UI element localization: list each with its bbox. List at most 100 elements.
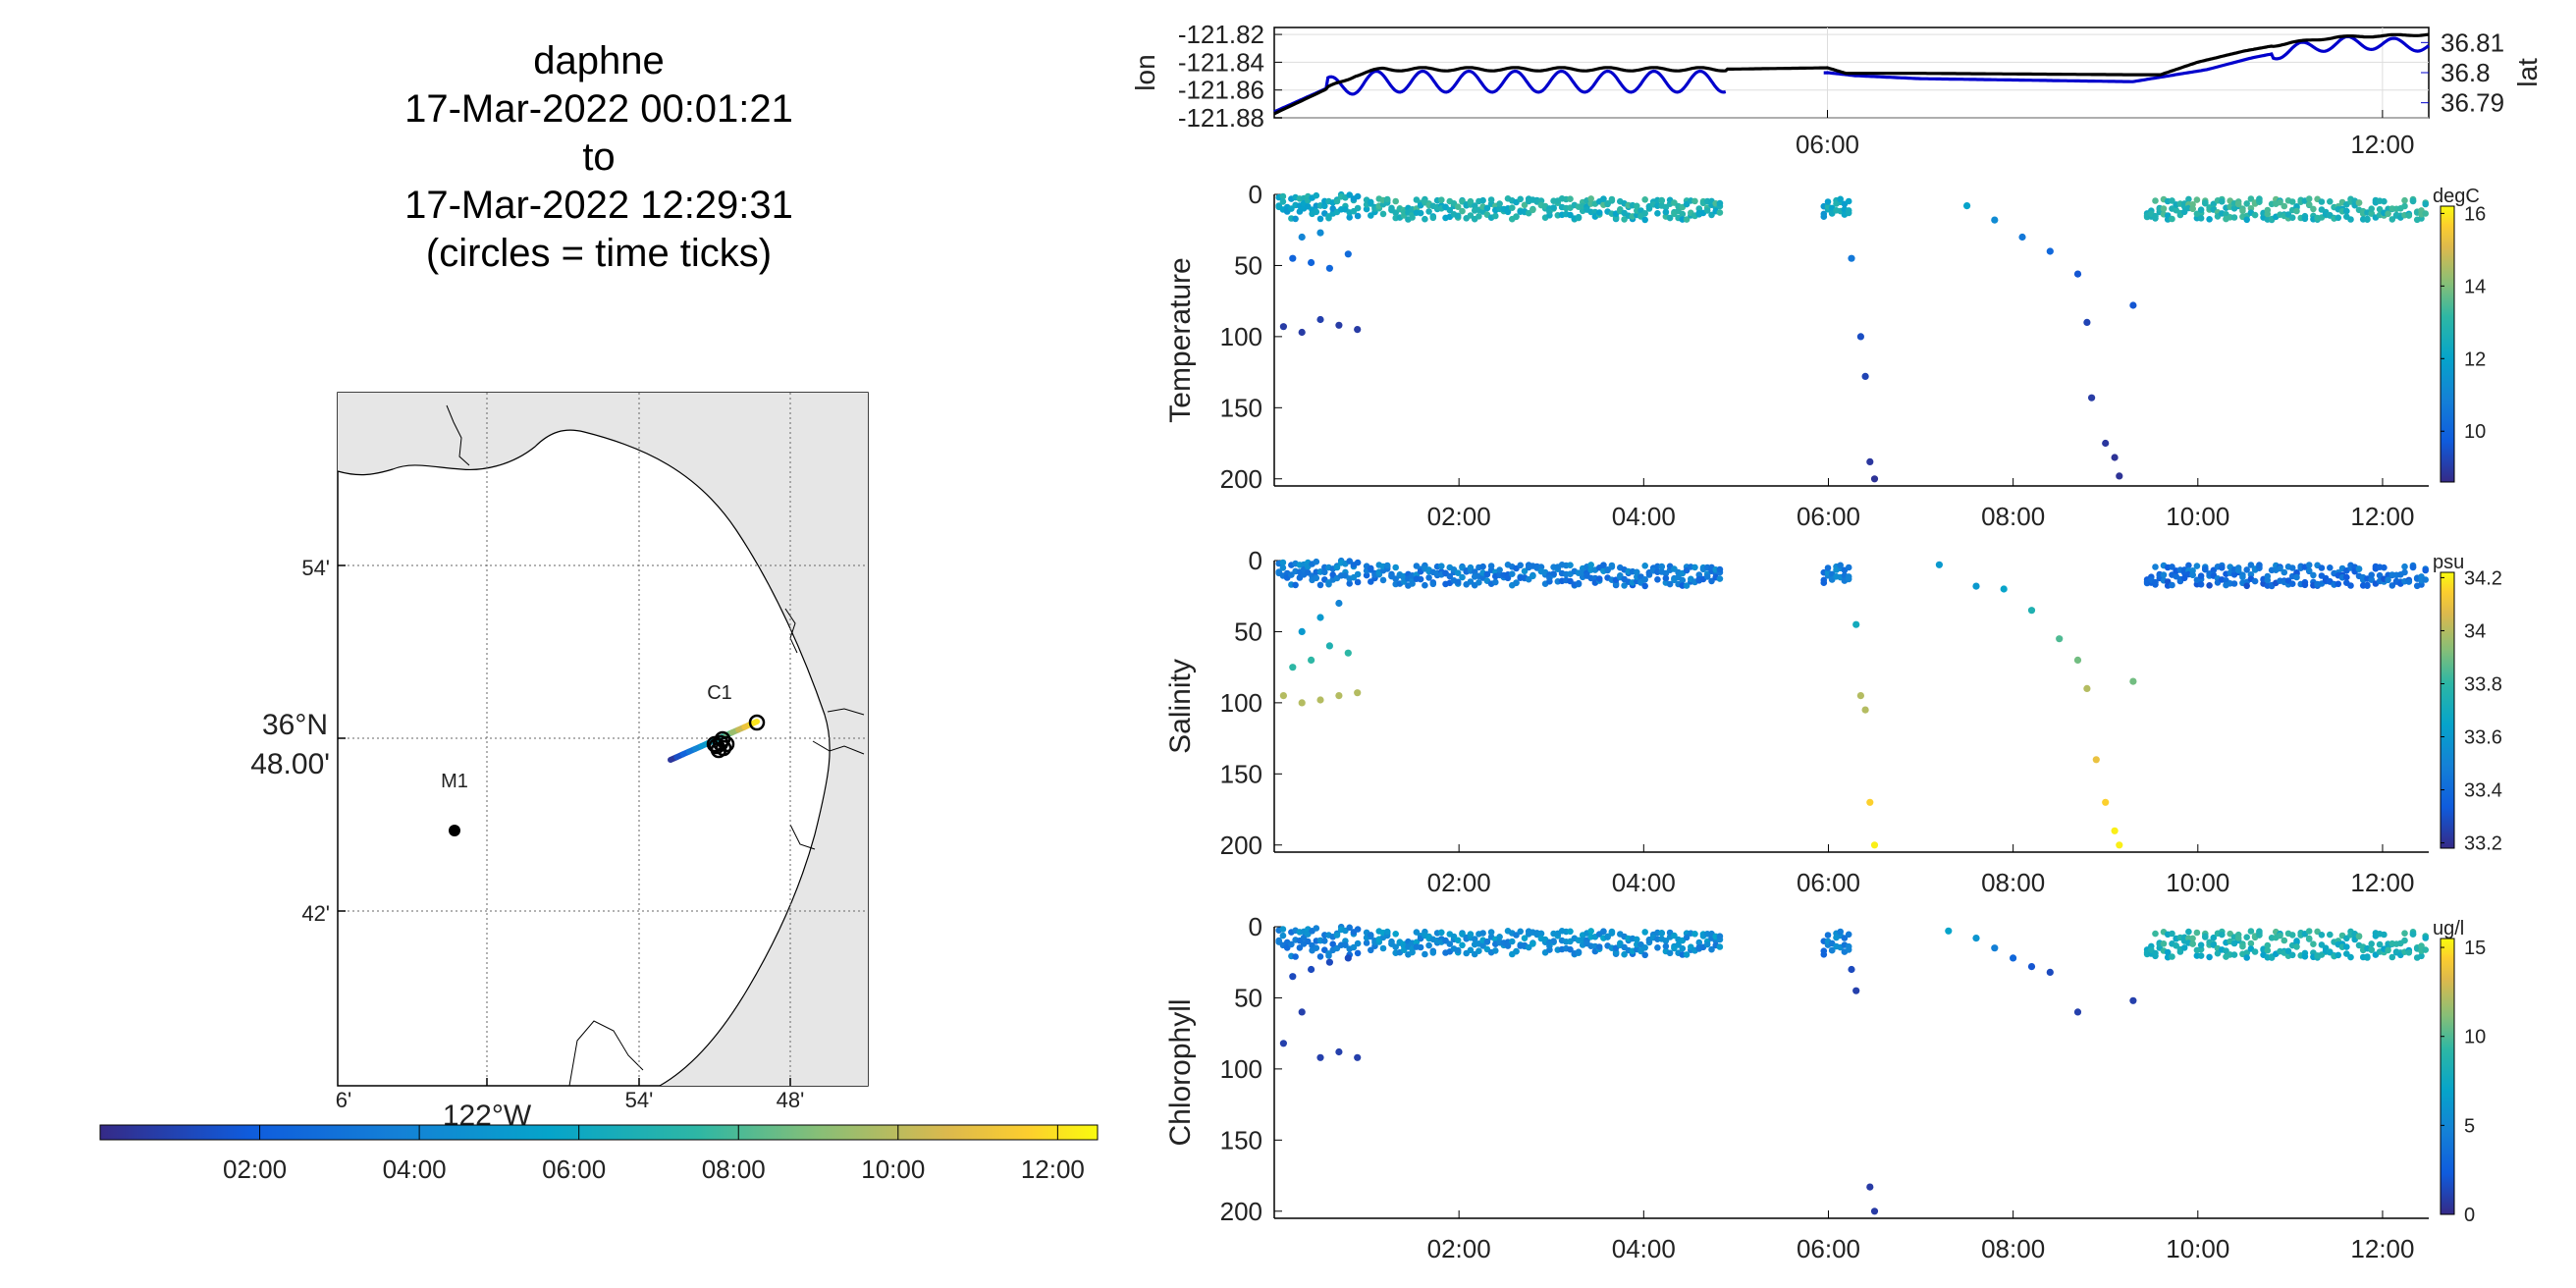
data-point <box>2385 576 2391 584</box>
data-point <box>2129 996 2137 1004</box>
data-point <box>2318 198 2326 205</box>
lon-line <box>1273 32 2430 116</box>
data-point <box>2334 580 2342 588</box>
data-point <box>2368 576 2375 583</box>
data-point <box>1313 558 1320 565</box>
data-point <box>1654 944 1661 951</box>
data-point <box>1517 195 1524 203</box>
data-point <box>1438 563 1445 569</box>
data-point <box>2422 210 2429 217</box>
data-point <box>1379 210 1387 218</box>
data-point <box>1991 216 1999 224</box>
data-point <box>1641 563 1648 569</box>
data-point <box>1567 945 1574 953</box>
data-point <box>1467 212 1475 219</box>
data-point <box>2234 566 2242 574</box>
data-point <box>2264 946 2272 954</box>
data-point <box>1845 564 1852 571</box>
x-tick-label: 12:00 <box>2350 1234 2414 1263</box>
data-point <box>1856 692 1864 700</box>
data-point <box>1354 949 1362 957</box>
data-point <box>1321 938 1328 944</box>
data-point <box>1504 574 1512 582</box>
data-point <box>2083 318 2091 326</box>
data-point <box>1587 195 1594 202</box>
data-point <box>1350 943 1358 951</box>
data-point <box>1346 191 1353 198</box>
data-point <box>1513 947 1520 955</box>
data-point <box>1866 1183 1874 1191</box>
data-point <box>2305 567 2313 574</box>
data-point <box>1379 944 1387 952</box>
data-point <box>1587 562 1594 568</box>
data-point <box>2111 454 2119 461</box>
data-point <box>1641 216 1648 224</box>
data-point <box>1513 579 1520 587</box>
data-point <box>2018 233 2026 242</box>
data-point <box>1335 599 1343 608</box>
time-colorbar-bar <box>99 1124 1099 1141</box>
data-point <box>2277 198 2283 206</box>
data-point <box>2239 207 2246 215</box>
data-point <box>1454 212 1462 220</box>
data-point <box>1467 564 1475 571</box>
data-point <box>1368 946 1374 954</box>
data-point <box>1335 1047 1343 1056</box>
data-point <box>1325 214 1332 222</box>
station-label-c1: C1 <box>707 682 732 704</box>
data-point <box>1521 935 1529 941</box>
data-point <box>1392 197 1399 205</box>
data-point <box>1658 930 1665 937</box>
colorbar-tick-label: 33.4 <box>2464 780 2502 802</box>
x-tick-label: 08:00 <box>1981 1234 2045 1263</box>
data-point <box>1837 928 1844 936</box>
data-point <box>1935 561 1943 568</box>
data-point <box>2355 199 2363 206</box>
track-segment <box>747 719 760 727</box>
data-point <box>2327 564 2334 571</box>
data-point <box>2288 198 2296 205</box>
river <box>446 404 470 466</box>
data-point <box>2152 930 2159 938</box>
data-point <box>2305 935 2313 942</box>
data-point <box>1471 936 1478 942</box>
data-point <box>2381 564 2388 571</box>
data-point <box>1316 953 1324 960</box>
colorbar-unit: ug/l <box>2433 918 2464 939</box>
y-tick-label: 0 <box>1249 180 1262 209</box>
data-point <box>2422 576 2429 583</box>
data-point <box>1333 197 1341 205</box>
time-colorbar-ticks: 02:00 04:00 06:00 08:00 10:00 12:00 <box>223 1125 1085 1184</box>
data-point <box>2239 573 2246 581</box>
data-point <box>1537 930 1545 938</box>
data-point <box>1866 457 1874 465</box>
data-point <box>1422 581 1428 589</box>
river <box>812 740 865 755</box>
data-point <box>1446 206 1454 214</box>
data-point <box>1666 580 1674 588</box>
data-point <box>2293 573 2300 581</box>
data-point <box>1870 1208 1879 1215</box>
colorbar-tick-label: 10 <box>2464 1027 2486 1048</box>
data-point <box>2318 564 2326 571</box>
data-point <box>1335 321 1343 329</box>
data-point <box>2219 564 2226 571</box>
data-point <box>1298 328 1306 337</box>
data-point <box>1316 229 1324 237</box>
x-tick-label: 02:00 <box>1427 502 1491 531</box>
data-point <box>2202 199 2209 206</box>
data-point <box>2293 207 2300 215</box>
data-point <box>1333 564 1341 571</box>
data-point <box>1454 937 1462 944</box>
data-point <box>2197 941 2205 948</box>
data-point <box>1354 1053 1362 1061</box>
data-point <box>1316 1053 1324 1061</box>
data-point <box>1641 929 1648 936</box>
data-point <box>2368 205 2375 212</box>
data-point <box>1342 941 1349 948</box>
data-point <box>1479 930 1486 937</box>
data-point <box>2288 564 2296 571</box>
data-point <box>1316 696 1324 704</box>
data-point <box>1641 944 1648 951</box>
data-point <box>1409 214 1416 221</box>
